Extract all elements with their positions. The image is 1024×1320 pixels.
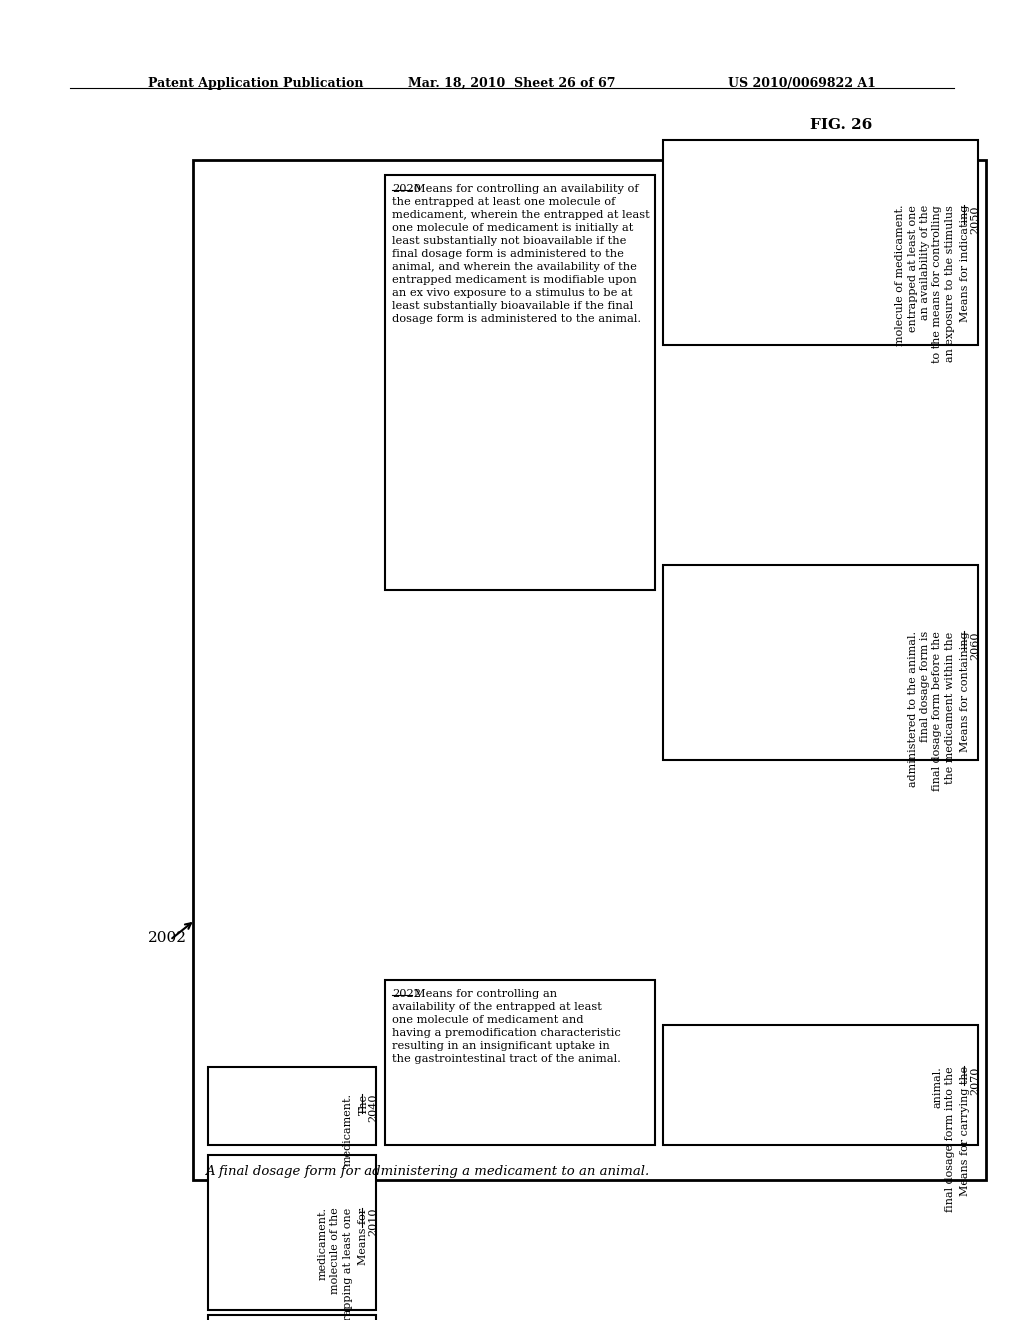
Text: final dosage form into the: final dosage form into the (945, 1067, 955, 1212)
Text: least substantially bioavailable if the final: least substantially bioavailable if the … (392, 301, 633, 312)
Bar (208, 1067, 376, 1144)
Bar (208, 1155, 376, 1309)
Text: molecule of the: molecule of the (331, 1208, 341, 1294)
Text: entrapped at least one: entrapped at least one (907, 205, 918, 331)
Text: FIG. 26: FIG. 26 (810, 117, 872, 132)
Text: 2040: 2040 (368, 1093, 378, 1122)
Text: medicament, wherein the entrapped at least: medicament, wherein the entrapped at lea… (392, 210, 650, 220)
Bar (208, 1315, 376, 1320)
Text: the gastrointestinal tract of the animal.: the gastrointestinal tract of the animal… (392, 1053, 621, 1064)
Text: Means for controlling an: Means for controlling an (414, 989, 557, 999)
Text: the medicament within the: the medicament within the (945, 631, 955, 784)
Text: Means for controlling an availability of: Means for controlling an availability of (414, 183, 638, 194)
Text: an availability of the: an availability of the (920, 205, 930, 321)
Text: final dosage form is administered to the: final dosage form is administered to the (392, 249, 624, 259)
Text: entrapping at least one: entrapping at least one (343, 1208, 353, 1320)
Text: 2060: 2060 (970, 631, 980, 660)
Bar (385, 176, 655, 590)
Text: US 2010/0069822 A1: US 2010/0069822 A1 (728, 77, 876, 90)
Text: having a premodification characteristic: having a premodification characteristic (392, 1028, 621, 1038)
Text: entrapped medicament is modifiable upon: entrapped medicament is modifiable upon (392, 275, 637, 285)
Text: 2070: 2070 (970, 1067, 980, 1094)
Text: 2022: 2022 (392, 989, 421, 999)
Bar (193, 160, 986, 1180)
Text: 2010: 2010 (368, 1208, 378, 1236)
Bar (663, 140, 978, 345)
Text: Means for indicating: Means for indicating (961, 205, 971, 322)
Text: Means for: Means for (358, 1208, 369, 1265)
Text: 2050: 2050 (970, 205, 980, 234)
Text: final dosage form is: final dosage form is (920, 631, 930, 742)
Bar (385, 979, 655, 1144)
Text: medicament.: medicament. (343, 1093, 353, 1167)
Text: an ex vivo exposure to a stimulus to be at: an ex vivo exposure to a stimulus to be … (392, 288, 633, 298)
Text: Means for carrying the: Means for carrying the (961, 1067, 971, 1196)
Text: animal.: animal. (933, 1067, 942, 1107)
Text: availability of the entrapped at least: availability of the entrapped at least (392, 1002, 602, 1012)
Text: the entrapped at least one molecule of: the entrapped at least one molecule of (392, 197, 615, 207)
Text: least substantially not bioavailable if the: least substantially not bioavailable if … (392, 236, 627, 246)
Text: The: The (358, 1093, 369, 1114)
Bar (663, 1026, 978, 1144)
Text: medicament.: medicament. (318, 1208, 328, 1280)
Text: 2020: 2020 (392, 183, 421, 194)
Text: one molecule of medicament is initially at: one molecule of medicament is initially … (392, 223, 634, 234)
Text: an exposure to the stimulus: an exposure to the stimulus (945, 205, 955, 362)
Text: resulting in an insignificant uptake in: resulting in an insignificant uptake in (392, 1041, 609, 1051)
Text: molecule of medicament.: molecule of medicament. (895, 205, 905, 346)
Text: Means for containing: Means for containing (961, 631, 971, 752)
Text: A final dosage form for administering a medicament to an animal.: A final dosage form for administering a … (205, 1166, 649, 1177)
Text: Patent Application Publication: Patent Application Publication (148, 77, 364, 90)
Text: final dosage form before the: final dosage form before the (933, 631, 942, 791)
Text: animal, and wherein the availability of the: animal, and wherein the availability of … (392, 261, 637, 272)
Text: Mar. 18, 2010  Sheet 26 of 67: Mar. 18, 2010 Sheet 26 of 67 (409, 77, 615, 90)
Bar (663, 565, 978, 760)
Text: 2002: 2002 (148, 931, 187, 945)
Text: dosage form is administered to the animal.: dosage form is administered to the anima… (392, 314, 641, 323)
Text: administered to the animal.: administered to the animal. (907, 631, 918, 787)
Text: one molecule of medicament and: one molecule of medicament and (392, 1015, 584, 1026)
Text: to the means for controlling: to the means for controlling (933, 205, 942, 363)
